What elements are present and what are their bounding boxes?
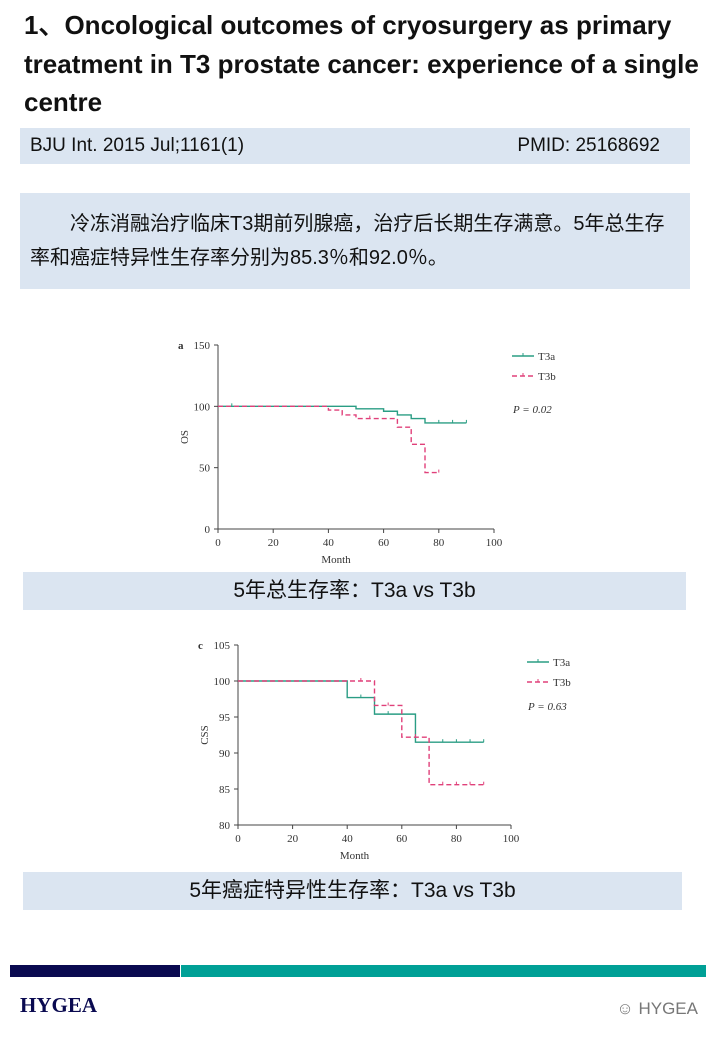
x-tick-label: 40 xyxy=(323,537,335,549)
x-axis-label: Month xyxy=(340,850,370,862)
x-tick-label: 40 xyxy=(342,833,354,845)
watermark: ☺ HYGEA xyxy=(616,999,698,1019)
x-tick-label: 60 xyxy=(378,537,390,549)
x-tick-label: 100 xyxy=(503,833,520,845)
x-axis-label: Month xyxy=(321,554,351,566)
footer-bar-teal xyxy=(181,965,706,977)
series-line-T3a xyxy=(238,680,484,743)
y-tick-label: 100 xyxy=(214,676,231,688)
panel-label: a xyxy=(178,340,184,352)
y-tick-label: 50 xyxy=(199,463,211,475)
p-value: P = 0.02 xyxy=(512,404,552,416)
footer-bar-navy xyxy=(10,965,180,977)
x-tick-label: 20 xyxy=(287,833,299,845)
legend-label: T3a xyxy=(538,351,555,363)
y-tick-label: 0 xyxy=(205,524,211,536)
slide-title: 1、Oncological outcomes of cryosurgery as… xyxy=(24,10,699,117)
panel-label: c xyxy=(198,640,203,652)
y-axis-label: CSS xyxy=(199,725,211,745)
journal-citation: BJU Int. 2015 Jul;1161(1) xyxy=(30,135,245,156)
y-tick-label: 95 xyxy=(219,712,231,724)
series-line-T3b xyxy=(238,680,484,786)
p-value: P = 0.63 xyxy=(527,701,567,713)
hygea-logo: HYGEA xyxy=(20,993,98,1017)
series-line-T3b xyxy=(218,405,439,474)
y-axis-label: OS xyxy=(179,430,191,444)
y-tick-label: 90 xyxy=(219,748,231,760)
x-tick-label: 100 xyxy=(486,537,503,549)
x-tick-label: 0 xyxy=(215,537,221,549)
y-tick-label: 100 xyxy=(194,401,211,413)
x-tick-label: 80 xyxy=(451,833,463,845)
x-tick-label: 80 xyxy=(433,537,445,549)
watermark-text: HYGEA xyxy=(638,999,698,1018)
x-tick-label: 20 xyxy=(268,537,280,549)
legend-label: T3b xyxy=(538,371,556,383)
css-caption: 5年癌症特异性生存率：T3a vs T3b xyxy=(23,872,682,910)
series-line-T3a xyxy=(218,405,467,424)
y-tick-label: 85 xyxy=(219,784,231,796)
y-tick-label: 80 xyxy=(219,820,231,832)
x-tick-label: 60 xyxy=(396,833,408,845)
summary-text: 冷冻消融治疗临床T3期前列腺癌，治疗后长期生存满意。5年总生存率和癌症特异性生存… xyxy=(20,193,690,289)
os-caption: 5年总生存率：T3a vs T3b xyxy=(23,572,686,610)
citation-bar: BJU Int. 2015 Jul;1161(1) PMID: 25168692 xyxy=(20,128,690,164)
wechat-icon: ☺ xyxy=(616,999,639,1018)
pmid: PMID: 25168692 xyxy=(517,135,660,156)
y-tick-label: 105 xyxy=(214,640,231,652)
legend-label: T3a xyxy=(553,657,570,669)
x-tick-label: 0 xyxy=(235,833,241,845)
legend-label: T3b xyxy=(553,677,571,689)
y-tick-label: 150 xyxy=(194,340,211,352)
